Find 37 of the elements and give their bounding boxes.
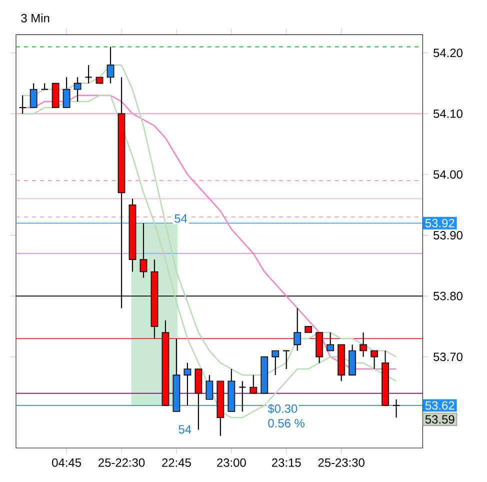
candlestick — [62, 76, 70, 108]
y-tick-label: 54.20 — [434, 48, 462, 58]
x-tick-label: 23:15 — [272, 458, 301, 467]
annotation: 54 — [178, 425, 192, 434]
text: 53.59 — [425, 415, 454, 424]
candlestick — [184, 362, 192, 406]
candlestick — [84, 64, 92, 84]
candlestick — [282, 350, 290, 370]
candlestick — [370, 350, 378, 370]
x-tick-label: 04:45 — [52, 458, 82, 467]
candlestick — [140, 222, 148, 278]
candlestick — [326, 332, 334, 352]
y-tick-label: 54.10 — [434, 109, 462, 118]
x-tick-label: 22:45 — [162, 458, 191, 467]
candlestick — [272, 350, 280, 376]
ref-line-label: 53.62 — [425, 401, 454, 410]
candlestick — [30, 82, 38, 108]
annotation: 0.56 % — [268, 418, 304, 428]
annotation: 54 — [174, 214, 188, 223]
y-tick-label: 53.80 — [434, 292, 462, 300]
y-tick-label: 53.90 — [434, 231, 462, 240]
y-tick-label: 53.70 — [434, 352, 462, 362]
x-tick-label: 25-22:30 — [98, 458, 145, 467]
candlestick — [392, 398, 400, 418]
candlestick — [106, 46, 114, 84]
candlestick — [250, 374, 258, 394]
x-tick-label: 25-23:30 — [318, 458, 364, 467]
candlestick — [294, 308, 302, 352]
chart-title: 3 Min — [21, 14, 50, 22]
ref-line-label: 53.92 — [425, 218, 454, 228]
candlestick — [18, 94, 26, 114]
y-tick-label: 54.00 — [434, 170, 462, 179]
candlestick — [206, 374, 214, 400]
candlestick — [74, 76, 82, 102]
annotation: $0.30 — [268, 404, 298, 414]
x-tick-label: 23:00 — [217, 458, 246, 467]
candlestick — [238, 380, 246, 412]
